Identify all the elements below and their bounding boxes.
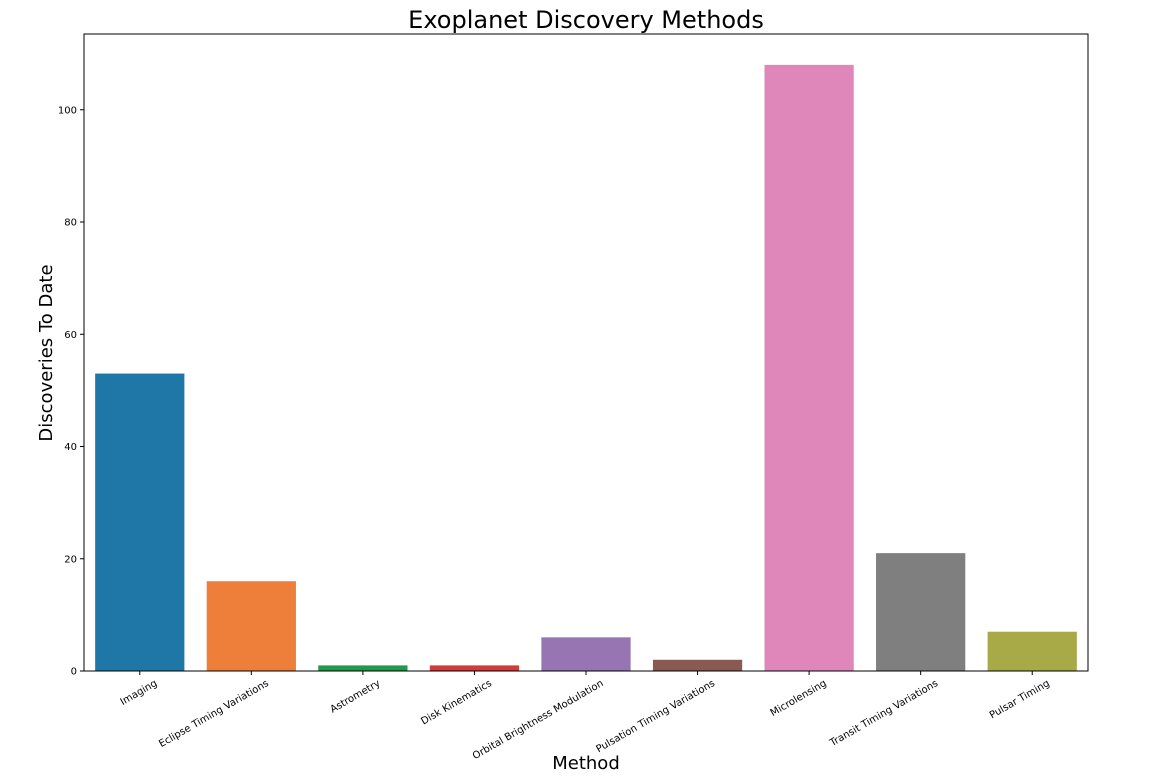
y-tick-label-20: 20 [64, 554, 77, 565]
y-axis: 0 20 40 60 80 100 [58, 105, 84, 678]
y-tick-label-40: 40 [64, 442, 77, 453]
x-tick-label-2: Eclipse Timing Variations [157, 678, 271, 750]
chart-title: Exoplanet Discovery Methods [408, 6, 764, 34]
x-tick-label-8: Transit Timing Variations [827, 678, 940, 749]
plot-area [95, 64, 1077, 671]
bar-1 [95, 373, 185, 671]
x-tick-label-6: Pulsation Timing Variations [594, 678, 717, 755]
bar-3 [318, 665, 408, 671]
x-tick-label-1: Imaging [119, 678, 160, 708]
x-tick-label-3: Astrometry [329, 678, 383, 715]
y-tick-label-0: 0 [71, 667, 77, 678]
x-tick-label-9: Pulsar Timing [988, 678, 1052, 721]
bar-4 [429, 665, 520, 671]
y-tick-label-80: 80 [64, 218, 77, 229]
bar-2 [206, 581, 296, 671]
y-axis-label: Discoveries To Date [36, 264, 57, 441]
bar-9 [987, 631, 1077, 671]
bar-6 [652, 659, 743, 671]
bar-7 [764, 64, 854, 671]
y-tick-label-100: 100 [58, 105, 77, 116]
x-tick-label-7: Microlensing [769, 678, 829, 719]
bar-8 [876, 553, 966, 671]
x-axis-label: Method [552, 753, 620, 774]
x-tick-label-4: Disk Kinematics [419, 678, 494, 727]
y-tick-label-60: 60 [64, 330, 77, 341]
x-tick-label-5: Orbital Brightness Modulation [471, 678, 606, 762]
bar-5 [541, 637, 631, 671]
